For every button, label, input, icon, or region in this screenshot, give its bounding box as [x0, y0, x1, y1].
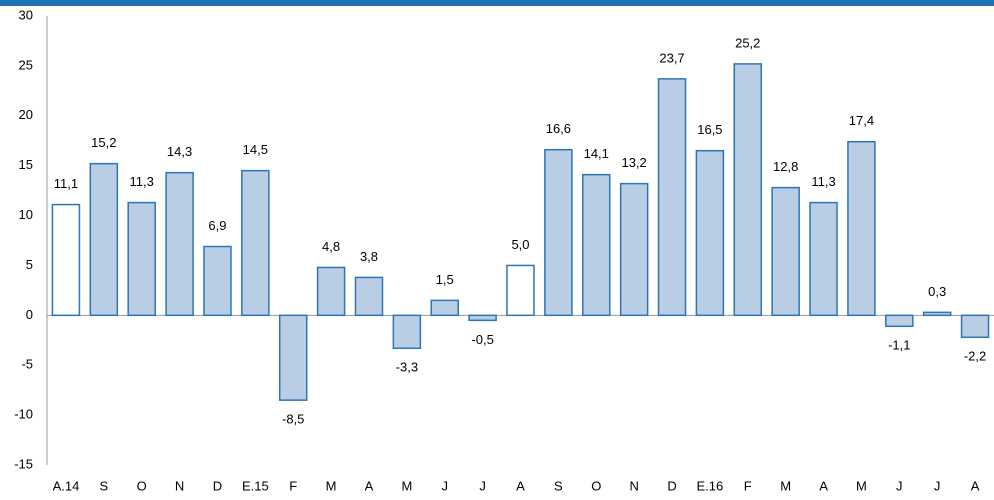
- x-tick-label: S: [99, 478, 108, 493]
- x-tick-label: A: [365, 478, 374, 493]
- bar: [771, 186, 800, 317]
- value-label: 25,2: [735, 35, 760, 50]
- x-tick-label: N: [175, 478, 184, 493]
- x-tick-label: O: [591, 478, 601, 493]
- y-tick-label: -15: [14, 456, 33, 471]
- value-label: -8,5: [282, 412, 304, 427]
- x-tick-label: A: [971, 478, 980, 493]
- value-label: 14,3: [167, 144, 192, 159]
- value-label: 17,4: [849, 113, 874, 128]
- bar: [51, 203, 81, 317]
- bar: [657, 78, 687, 317]
- y-tick-label: -10: [14, 407, 33, 422]
- y-tick-label: 5: [26, 257, 33, 272]
- x-tick-label: D: [213, 478, 222, 493]
- value-label: 0,3: [928, 284, 946, 299]
- x-tick-label: A.14: [53, 478, 80, 493]
- value-label: 11,1: [54, 176, 78, 191]
- x-tick-label: S: [554, 478, 563, 493]
- x-tick-label: J: [441, 478, 448, 493]
- value-label: 1,5: [436, 272, 454, 287]
- y-tick-label: 30: [19, 7, 33, 22]
- bar: [733, 63, 763, 317]
- value-label: 11,3: [130, 174, 154, 189]
- value-label: 4,8: [322, 239, 340, 254]
- x-tick-label: A: [819, 478, 828, 493]
- y-tick-label: 25: [19, 57, 33, 72]
- x-tick-label: M: [401, 478, 412, 493]
- value-label: 16,5: [697, 122, 722, 137]
- x-tick-label: M: [856, 478, 867, 493]
- value-label: 14,5: [243, 142, 268, 157]
- bar: [89, 162, 119, 317]
- value-label: -2,2: [964, 349, 986, 364]
- value-label: 13,2: [621, 155, 646, 170]
- bar: [354, 276, 384, 317]
- bar: [582, 173, 611, 317]
- x-tick-label: J: [896, 478, 903, 493]
- value-label: -3,3: [396, 360, 418, 375]
- bar: [847, 140, 876, 317]
- top-stripe: [0, 0, 994, 6]
- value-label: 15,2: [91, 135, 116, 150]
- y-tick-label: 0: [26, 307, 33, 322]
- bar: [619, 182, 649, 317]
- value-label: 5,0: [511, 237, 529, 252]
- x-tick-label: A: [516, 478, 525, 493]
- value-label: 16,6: [546, 121, 571, 136]
- value-label: -0,5: [471, 332, 493, 347]
- y-tick-label: -5: [21, 357, 33, 372]
- value-label: 23,7: [659, 50, 684, 65]
- value-label: -1,1: [888, 338, 910, 353]
- x-tick-label: M: [780, 478, 791, 493]
- bar: [544, 148, 573, 317]
- value-label: 14,1: [584, 146, 609, 161]
- x-tick-label: N: [629, 478, 638, 493]
- bar: [922, 311, 952, 317]
- value-label: 6,9: [208, 218, 226, 233]
- bar: [278, 314, 308, 401]
- bar: [316, 266, 346, 317]
- y-tick-label: 10: [19, 207, 33, 222]
- bar: [203, 245, 232, 317]
- value-label: 12,8: [773, 159, 798, 174]
- value-label: 3,8: [360, 249, 378, 264]
- x-tick-label: J: [479, 478, 486, 493]
- x-tick-label: F: [744, 478, 752, 493]
- bar: [430, 299, 459, 317]
- x-tick-label: E.15: [242, 478, 269, 493]
- bar: [695, 149, 725, 317]
- x-tick-label: E.16: [697, 478, 724, 493]
- bar: [506, 264, 535, 317]
- bar: [241, 169, 270, 317]
- bar: [392, 314, 422, 350]
- bar: [468, 314, 497, 322]
- bar: [885, 314, 914, 328]
- x-tick-label: M: [326, 478, 337, 493]
- bar: [165, 171, 194, 317]
- x-tick-label: F: [289, 478, 297, 493]
- bar: [127, 201, 156, 317]
- value-label: 11,3: [811, 174, 835, 189]
- bar: [809, 201, 838, 317]
- bar: [960, 314, 990, 339]
- x-tick-label: D: [667, 478, 676, 493]
- x-tick-label: O: [137, 478, 147, 493]
- y-tick-label: 15: [19, 157, 33, 172]
- y-tick-label: 20: [19, 107, 33, 122]
- x-tick-label: J: [934, 478, 941, 493]
